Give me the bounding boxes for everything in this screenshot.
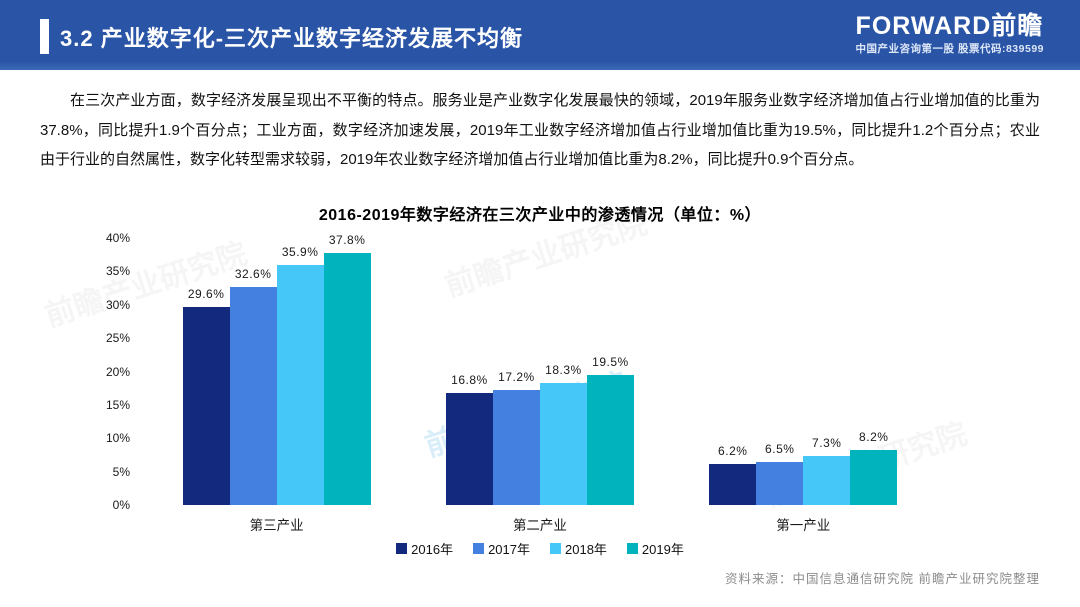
bar-value-label: 35.9% <box>281 245 319 260</box>
bar-wrap: 32.6% <box>229 267 277 505</box>
brand-logo: FORWARD前瞻 中国产业咨询第一股 股票代码:839599 <box>856 13 1044 56</box>
legend-item: 2016年 <box>396 539 453 558</box>
title-accent-bar <box>40 19 49 54</box>
bar-value-label: 6.2% <box>718 443 748 458</box>
chart-x-axis: 第三产业 第二产业 第一产业 <box>145 514 935 534</box>
bar-value-label: 17.2% <box>498 370 535 385</box>
legend-swatch-icon <box>473 543 485 554</box>
bar-value-label: 7.3% <box>812 436 842 451</box>
bar-value-label: 37.8% <box>328 232 366 247</box>
legend-swatch-icon <box>626 543 638 554</box>
bar-wrap: 37.8% <box>323 233 371 505</box>
y-tick-label: 30% <box>105 297 130 312</box>
chart-bar <box>539 382 587 505</box>
legend-label: 2018年 <box>565 542 607 557</box>
y-tick-label: 35% <box>105 264 130 279</box>
bar-wrap: 18.3% <box>539 363 587 505</box>
chart-bar <box>276 265 324 505</box>
chart-bar <box>756 461 804 505</box>
source-note: 资料来源：中国信息通信研究院 前瞻产业研究院整理 <box>725 572 1040 586</box>
bar-value-label: 16.8% <box>451 372 488 387</box>
y-tick-label: 40% <box>105 231 130 245</box>
body-paragraph: 在三次产业方面，数字经济发展呈现出不平衡的特点。服务业是产业数字化发展最快的领域… <box>40 92 1040 168</box>
bar-wrap: 19.5% <box>586 355 634 505</box>
plot-area: 29.6% 32.6% 35.9% 37.8% 16.8% 17.2% 18.3% 19.5%… <box>145 233 935 505</box>
chart-legend: 2016年 2017年 2018年 2019年 <box>145 539 935 558</box>
chart-bar <box>445 392 493 505</box>
legend-label: 2017年 <box>488 542 530 557</box>
bar-group: 16.8% 17.2% 18.3% 19.5% <box>408 238 671 505</box>
bar-value-label: 6.5% <box>765 441 795 456</box>
bar-wrap: 8.2% <box>850 430 898 505</box>
legend-item: 2019年 <box>626 539 684 558</box>
bar-wrap: 7.3% <box>803 436 851 505</box>
brand-logo-text: FORWARD前瞻 <box>855 12 1044 40</box>
chart-bar <box>182 307 230 505</box>
legend-swatch-icon <box>396 543 408 554</box>
page-title: 3.2 产业数字化-三次产业数字经济发展不均衡 <box>60 26 524 51</box>
chart-bar <box>709 463 757 505</box>
legend-swatch-icon <box>550 543 561 554</box>
bar-value-label: 18.3% <box>545 362 582 377</box>
y-tick-label: 5% <box>112 464 130 479</box>
x-category-label: 第一产业 <box>776 518 831 533</box>
chart-bar <box>803 456 851 505</box>
y-tick-label: 20% <box>105 364 130 379</box>
legend-label: 2016年 <box>411 542 454 557</box>
bar-wrap: 6.5% <box>756 442 804 505</box>
bar-wrap: 16.8% <box>445 373 493 505</box>
bar-group: 29.6% 32.6% 35.9% 37.8% <box>145 233 408 505</box>
bar-wrap: 6.2% <box>709 444 757 505</box>
bar-value-label: 29.6% <box>187 287 225 302</box>
legend-label: 2019年 <box>641 542 684 557</box>
legend-item: 2017年 <box>473 539 530 558</box>
header-bar: 3.2 产业数字化-三次产业数字经济发展不均衡 FORWARD前瞻 中国产业咨询… <box>0 0 1080 70</box>
x-category-label: 第二产业 <box>512 518 567 533</box>
bar-wrap: 35.9% <box>276 245 324 505</box>
legend-item: 2018年 <box>550 539 607 558</box>
bar-value-label: 32.6% <box>234 267 272 282</box>
bar-wrap: 17.2% <box>492 370 540 505</box>
y-tick-label: 25% <box>105 331 130 346</box>
chart-bar <box>850 450 898 505</box>
y-tick-label: 10% <box>105 431 130 446</box>
chart-bar <box>323 252 371 505</box>
y-tick-label: 0% <box>112 498 130 512</box>
chart-bar <box>586 374 634 505</box>
brand-logo-tagline: 中国产业咨询第一股 股票代码:839599 <box>855 43 1044 55</box>
y-tick-label: 15% <box>105 397 130 412</box>
chart-y-axis: 0% 5% 10% 15% 20% 25% 30% 35% 40% <box>80 231 130 512</box>
chart-bar <box>492 390 540 505</box>
bar-wrap: 29.6% <box>182 287 230 505</box>
x-category-label: 第三产业 <box>249 518 304 533</box>
chart-bar <box>229 287 277 505</box>
bar-value-label: 19.5% <box>592 354 629 369</box>
bar-value-label: 8.2% <box>859 430 889 445</box>
bar-group: 6.2% 6.5% 7.3% 8.2% <box>672 238 935 505</box>
chart-title: 2016-2019年数字经济在三次产业中的渗透情况（单位：%） <box>318 207 762 224</box>
